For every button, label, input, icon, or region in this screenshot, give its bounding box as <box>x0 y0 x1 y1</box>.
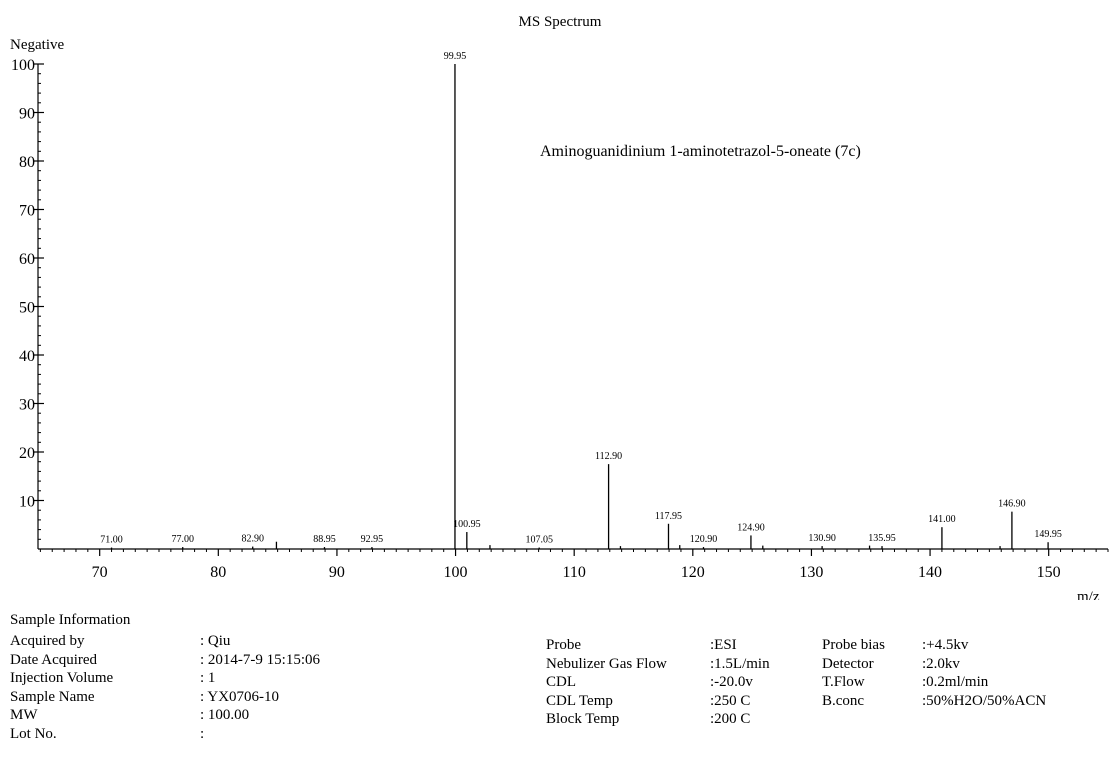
instrument-info-labels: Probe Nebulizer Gas Flow CDL CDL Temp Block … <box>546 636 667 729</box>
sample-info-label: Injection Volume <box>10 670 114 687</box>
peak-label: 124.90 <box>737 522 765 533</box>
instrument-info-label: CDL <box>546 674 576 691</box>
sample-info-values: : Qiu : 2014-7-9 15:15:06 : 1: YX0706-10 : … <box>200 632 320 744</box>
probe-info-value: :50%H2O/50%ACN <box>922 692 1047 709</box>
peak-label: 141.00 <box>928 514 956 525</box>
probe-info-value: :0.2ml/min <box>922 674 989 691</box>
x-tick-label: 100 <box>444 564 468 581</box>
peak-label: 71.00 <box>100 535 123 546</box>
peak-label: 135.95 <box>868 533 896 544</box>
sample-info-value: : 1 <box>200 670 216 687</box>
probe-info-values: :+4.5kv :2.0kv :0.2ml/min:50%H2O/50%ACN <box>922 636 1046 710</box>
instrument-info-label: Nebulizer Gas Flow <box>546 655 667 672</box>
x-tick-label: 80 <box>210 564 226 581</box>
probe-info-labels: Probe bias Detector T.Flow B.conc <box>822 636 885 710</box>
probe-info-label: B.conc <box>822 692 865 709</box>
peak-label: 149.95 <box>1034 529 1062 540</box>
peak-label: 92.95 <box>361 534 384 545</box>
sample-info-value: : Qiu <box>200 633 231 649</box>
spectrum-peaks <box>110 64 1049 549</box>
instrument-info-label: Block Temp <box>546 711 620 728</box>
probe-info-value: :+4.5kv <box>922 637 969 653</box>
sample-info-labels: Acquired by Date Acquired Injection Volume… <box>10 632 113 744</box>
x-tick-label: 70 <box>92 564 108 581</box>
chart-axes <box>37 64 1108 550</box>
y-tick-label: 60 <box>19 251 35 268</box>
y-tick-label: 70 <box>19 203 35 220</box>
instrument-info-value: :200 C <box>710 711 751 728</box>
instrument-info-label: CDL Temp <box>546 692 613 709</box>
peak-label: 112.90 <box>595 451 622 462</box>
probe-info-label: T.Flow <box>822 674 865 691</box>
y-tick-label: 100 <box>11 57 35 74</box>
ms-spectrum-chart: MS Spectrum Negative Aminoguanidinium 1-… <box>10 14 1109 600</box>
peak-label: 146.90 <box>998 499 1026 510</box>
ion-mode-label: Negative <box>10 37 64 53</box>
peak-label: 82.90 <box>241 534 264 545</box>
instrument-info-label: Probe <box>546 637 581 653</box>
y-tick-label: 30 <box>19 397 35 414</box>
probe-info-label: Probe bias <box>822 637 885 653</box>
y-tick-label: 50 <box>19 300 35 317</box>
y-tick-label: 40 <box>19 348 35 365</box>
sample-info-value: : 2014-7-9 15:15:06 <box>200 651 320 668</box>
minor-ticks <box>38 73 1109 552</box>
sample-info-value: : <box>200 725 205 742</box>
sample-info-label: Lot No. <box>10 725 57 742</box>
sample-info-label: MW <box>10 707 38 724</box>
sample-info-value: : YX0706-10 <box>200 688 280 705</box>
x-tick-label: 120 <box>681 564 705 581</box>
y-axis-ticks: 10 20 30 40 50 60 70 80 90 100 <box>11 57 44 511</box>
probe-info-value: :2.0kv <box>922 655 960 672</box>
peak-label: 107.05 <box>525 535 553 546</box>
peak-label: 117.95 <box>655 511 682 522</box>
instrument-info-value: :-20.0v <box>710 674 753 691</box>
y-tick-label: 20 <box>19 445 35 462</box>
peak-label: 120.90 <box>690 534 718 545</box>
instrument-info-value: :1.5L/min <box>710 655 770 672</box>
y-tick-label: 90 <box>19 106 35 123</box>
sample-info-label: Sample Name <box>10 688 95 705</box>
peak-labels: 71.00 77.00 82.90 88.95 92.95 99.95 100.95 107.… <box>100 51 1062 546</box>
chart-title: MS Spectrum <box>519 14 602 30</box>
x-tick-label: 140 <box>918 564 942 581</box>
x-tick-label: 110 <box>562 564 585 581</box>
instrument-info-value: :250 C <box>710 692 751 709</box>
compound-annotation: Aminoguanidinium 1-aminotetrazol-5-oneat… <box>540 143 861 160</box>
y-tick-label: 10 <box>19 494 35 511</box>
instrument-info-value: :ESI <box>710 637 737 653</box>
x-axis-ticks: 70 80 90 100 110 120 130 140 150 <box>92 549 1061 581</box>
probe-info-label: Detector <box>822 655 874 672</box>
instrument-info-values: :ESI :1.5L/min :-20.0v:250 C :200 C <box>710 636 770 729</box>
peak-label: 100.95 <box>453 519 481 530</box>
x-axis-label: m/z <box>1077 589 1100 600</box>
sample-info-label: Acquired by <box>10 633 85 649</box>
sample-info-value: : 100.00 <box>200 707 250 724</box>
peak-label: 99.95 <box>444 51 467 62</box>
peak-label: 130.90 <box>808 533 836 544</box>
sample-info-heading: Sample Information <box>10 612 131 628</box>
x-tick-label: 150 <box>1037 564 1061 581</box>
peak-label: 88.95 <box>313 534 336 545</box>
sample-info-label: Date Acquired <box>10 651 98 668</box>
peak-label: 77.00 <box>171 534 194 545</box>
x-tick-label: 90 <box>329 564 345 581</box>
y-tick-label: 80 <box>19 154 35 171</box>
x-tick-label: 130 <box>799 564 823 581</box>
